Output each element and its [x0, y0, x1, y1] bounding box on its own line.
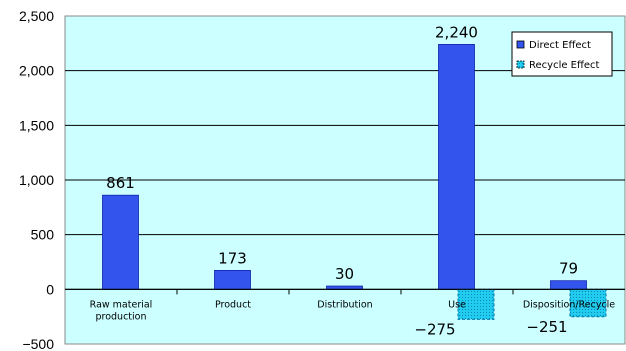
- y-tick-label: 2,500: [19, 8, 54, 24]
- data-label-direct: 30: [335, 265, 354, 283]
- y-axis: −500 0 500 1,000 1,500 2,000 2,500: [19, 8, 54, 351]
- bars: [102, 44, 607, 320]
- x-tick-label: Disposition/Recycle: [523, 299, 615, 310]
- x-tick-label: Distribution: [317, 299, 372, 310]
- bar-direct-effect: [550, 280, 587, 290]
- x-tick-label: Product: [215, 299, 251, 310]
- y-tick-label: 1,000: [19, 172, 54, 188]
- legend: Direct Effect Recycle Effect: [511, 31, 613, 77]
- x-tick-label: Raw material production: [90, 299, 153, 322]
- data-label-recycle: −251: [526, 318, 567, 336]
- data-label-direct: 2,240: [435, 23, 478, 41]
- bar-direct-effect: [438, 44, 475, 290]
- y-tick-label: −500: [22, 336, 54, 351]
- y-tick-label: 2,000: [19, 63, 54, 79]
- data-label-direct: 861: [106, 174, 135, 192]
- y-tick-label: 0: [46, 281, 54, 297]
- legend-swatch-direct: [516, 40, 525, 49]
- bar-recycle-effect: [457, 288, 495, 320]
- y-tick-label: 500: [31, 227, 55, 243]
- data-labels: 861 173 30 2,240 −275 79 −251: [106, 23, 578, 338]
- bar-direct-effect: [102, 194, 139, 290]
- data-label-direct: 79: [559, 260, 578, 278]
- y-tick-label: 1,500: [19, 117, 54, 133]
- legend-swatch-recycle: [516, 60, 525, 69]
- legend-box: [511, 31, 613, 77]
- x-axis: Raw material production Product Distributio…: [65, 288, 625, 322]
- x-tick-label: Use: [448, 299, 466, 310]
- legend-label-direct: Direct Effect: [529, 40, 591, 51]
- data-label-recycle: −275: [414, 320, 455, 338]
- data-label-direct: 173: [218, 249, 247, 267]
- legend-label-recycle: Recycle Effect: [529, 60, 600, 71]
- bar-recycle-effect: [569, 288, 607, 318]
- bar-direct-effect: [214, 270, 251, 290]
